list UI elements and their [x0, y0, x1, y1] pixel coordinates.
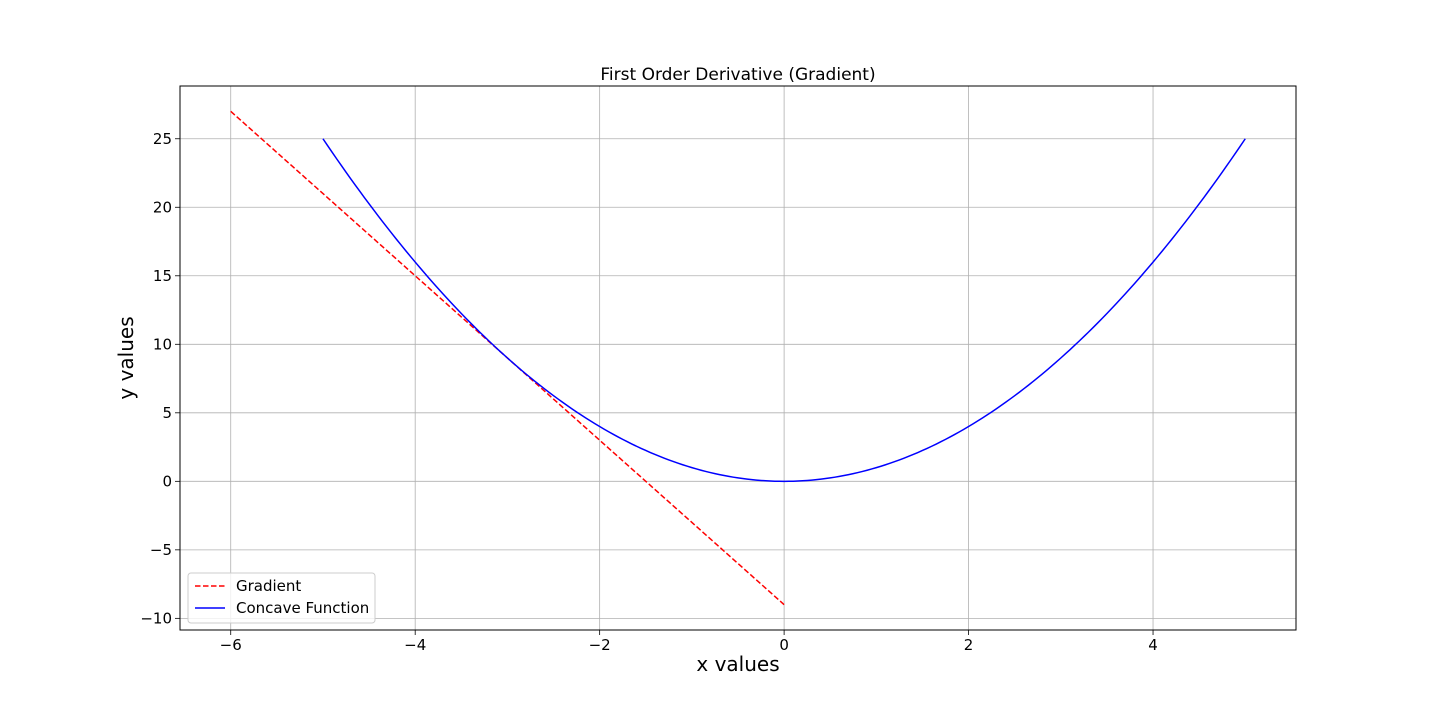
ticks: −6 −4 −2 0 2 4 −10 −5 0 5 10 15 20 25 [140, 130, 1157, 654]
series-layer [230, 110, 1246, 606]
x-tick-label: 4 [1148, 636, 1158, 654]
y-tick-label: 20 [153, 198, 172, 216]
y-tick-label: 25 [153, 130, 172, 148]
plot-frame [179, 85, 1297, 631]
x-tick-label: 2 [964, 636, 974, 654]
y-axis-label: y values [114, 316, 138, 399]
legend-label-gradient: Gradient [236, 577, 301, 595]
x-axis-label: x values [696, 652, 779, 676]
y-tick-label: 5 [162, 404, 172, 422]
grid [180, 86, 1296, 630]
series-line-concave-function [322, 138, 1246, 483]
x-tick-label: −6 [220, 636, 242, 654]
legend-label-concave-function: Concave Function [236, 599, 369, 617]
legend-box [187, 572, 376, 624]
chart-title: First Order Derivative (Gradient) [600, 65, 875, 85]
x-tick-label: −2 [589, 636, 611, 654]
y-tick-label: 15 [153, 267, 172, 285]
y-tick-label: 10 [153, 335, 172, 353]
y-tick-label: 0 [162, 472, 172, 490]
x-tick-label: −4 [404, 636, 426, 654]
y-tick-label: −10 [140, 609, 172, 627]
legend: Gradient Concave Function [187, 572, 376, 624]
y-tick-label: −5 [150, 541, 172, 559]
x-tick-label: 0 [779, 636, 789, 654]
